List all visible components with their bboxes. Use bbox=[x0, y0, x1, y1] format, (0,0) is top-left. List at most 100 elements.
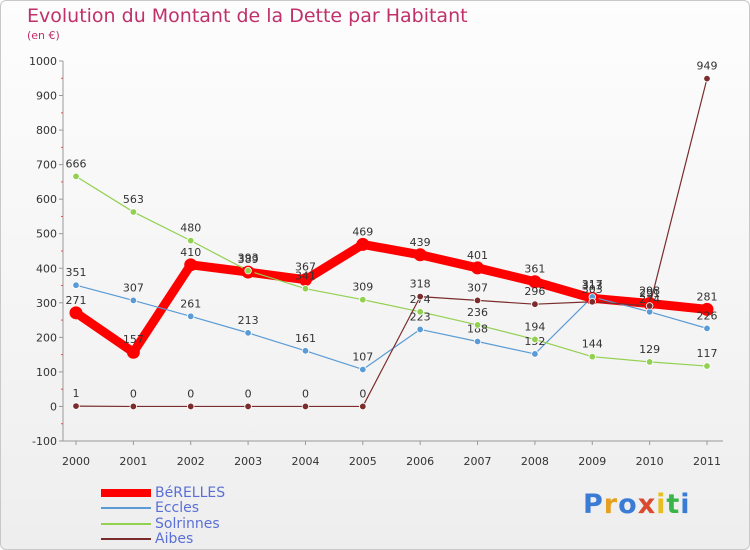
data-label: 157 bbox=[123, 333, 144, 346]
data-label: 318 bbox=[410, 278, 431, 291]
data-point bbox=[531, 335, 539, 344]
data-label: 223 bbox=[410, 310, 431, 323]
data-label: 0 bbox=[245, 387, 252, 400]
data-label: 226 bbox=[697, 309, 718, 322]
y-tick-label: 800 bbox=[36, 124, 57, 137]
data-label: 367 bbox=[295, 261, 316, 274]
data-label: 439 bbox=[410, 236, 431, 249]
data-label: 303 bbox=[582, 283, 603, 296]
data-point bbox=[588, 353, 596, 361]
x-tick-label: 2001 bbox=[119, 455, 147, 468]
data-label: 313 bbox=[582, 279, 603, 292]
data-point bbox=[528, 275, 542, 289]
y-tick-label: 500 bbox=[36, 228, 57, 241]
data-point bbox=[184, 258, 198, 272]
data-point bbox=[356, 237, 370, 251]
data-label: 309 bbox=[352, 281, 373, 294]
data-label: 341 bbox=[295, 270, 316, 283]
data-point bbox=[473, 296, 482, 305]
y-tick-label: 0 bbox=[50, 400, 57, 413]
data-point bbox=[700, 302, 714, 316]
data-label: 949 bbox=[697, 60, 718, 73]
data-label: 117 bbox=[697, 347, 718, 360]
data-point bbox=[416, 325, 424, 334]
data-label: 261 bbox=[180, 297, 201, 310]
data-label: 291 bbox=[639, 287, 660, 300]
legend-label: Solrinnes bbox=[155, 515, 220, 532]
y-tick-label: 600 bbox=[36, 193, 57, 206]
data-point bbox=[244, 266, 252, 275]
y-tick-label: 300 bbox=[36, 297, 57, 310]
legend-label: Aibes bbox=[155, 531, 194, 548]
series-line-eccles bbox=[75, 284, 708, 371]
data-point bbox=[531, 350, 539, 358]
x-tick-label: 2006 bbox=[406, 455, 434, 468]
data-point bbox=[244, 402, 252, 411]
data-point bbox=[69, 306, 83, 320]
data-point bbox=[244, 329, 252, 337]
y-tick-label: 700 bbox=[36, 159, 57, 172]
legend-label: BéRELLES bbox=[155, 484, 226, 501]
data-label: 296 bbox=[524, 285, 545, 298]
chart-legend: BéRELLES Eccles Solrinnes Aibes bbox=[101, 485, 225, 547]
legend-item: BéRELLES bbox=[101, 485, 225, 501]
data-label: 480 bbox=[180, 222, 201, 235]
data-point bbox=[301, 284, 310, 293]
x-tick-label: 2010 bbox=[636, 455, 664, 468]
data-point bbox=[187, 312, 195, 320]
data-label: 1 bbox=[73, 387, 80, 400]
data-point bbox=[473, 321, 482, 329]
data-point bbox=[703, 74, 711, 83]
data-label: 107 bbox=[352, 350, 373, 363]
legend-swatch bbox=[101, 538, 151, 541]
data-label: 351 bbox=[66, 266, 87, 279]
x-tick-label: 2008 bbox=[521, 455, 549, 468]
y-tick-label: 1000 bbox=[29, 55, 57, 68]
data-point bbox=[72, 172, 80, 181]
data-point bbox=[359, 402, 367, 411]
data-point bbox=[703, 324, 711, 333]
data-label: 144 bbox=[582, 338, 603, 351]
data-point bbox=[72, 402, 80, 410]
data-point bbox=[187, 236, 195, 245]
data-label: 271 bbox=[66, 294, 87, 307]
chart-title: Evolution du Montant de la Dette par Hab… bbox=[27, 5, 468, 27]
data-point bbox=[359, 365, 367, 374]
data-point bbox=[187, 402, 195, 411]
data-label: 0 bbox=[187, 387, 194, 400]
legend-swatch bbox=[101, 488, 151, 497]
legend-item: Eccles bbox=[101, 501, 225, 517]
data-label: 129 bbox=[639, 343, 660, 356]
chart-subtitle: (en €) bbox=[27, 29, 60, 42]
data-point bbox=[129, 208, 138, 216]
data-point bbox=[703, 362, 711, 370]
x-tick-label: 2002 bbox=[177, 455, 205, 468]
data-label: 469 bbox=[352, 225, 373, 238]
data-label: 281 bbox=[697, 290, 718, 303]
data-point bbox=[301, 347, 310, 355]
data-label: 361 bbox=[524, 263, 545, 276]
y-tick-label: -100 bbox=[32, 435, 57, 448]
data-point bbox=[126, 345, 140, 359]
data-label: 393 bbox=[238, 252, 259, 265]
legend-item: Aibes bbox=[101, 532, 225, 548]
data-point bbox=[129, 402, 138, 411]
legend-label: Eccles bbox=[155, 500, 200, 517]
x-tick-label: 2005 bbox=[349, 455, 377, 468]
data-label: 401 bbox=[467, 249, 488, 262]
data-label: 307 bbox=[123, 281, 144, 294]
data-label: 666 bbox=[66, 157, 87, 170]
data-label: 274 bbox=[639, 293, 660, 306]
data-label: 213 bbox=[238, 314, 259, 327]
data-point bbox=[645, 358, 654, 366]
data-point bbox=[473, 337, 482, 346]
y-tick-label: 200 bbox=[36, 331, 57, 344]
y-tick-label: 100 bbox=[36, 366, 57, 379]
data-point bbox=[416, 308, 424, 316]
legend-swatch bbox=[101, 522, 151, 525]
data-point bbox=[471, 261, 485, 275]
x-tick-label: 2011 bbox=[693, 455, 721, 468]
data-label: 410 bbox=[180, 246, 201, 259]
